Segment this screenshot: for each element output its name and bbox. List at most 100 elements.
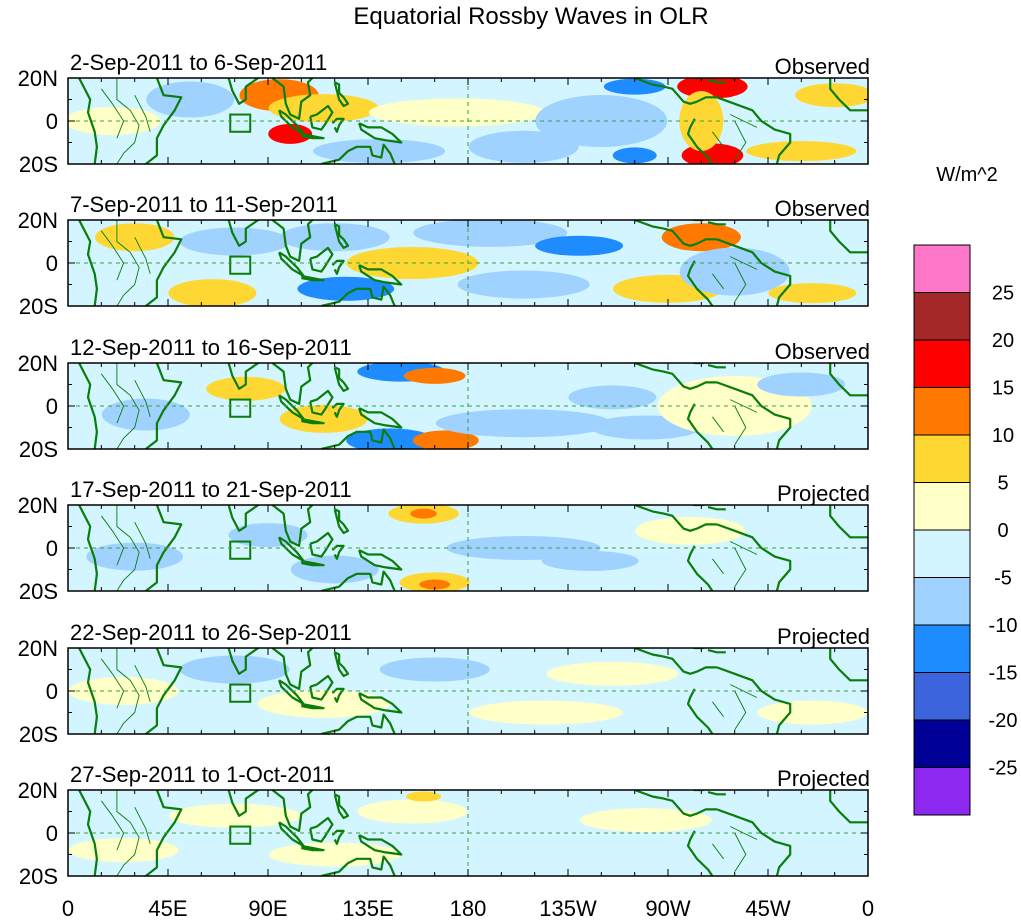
anomaly-contour (535, 95, 668, 147)
coastline (321, 713, 396, 734)
panel-status: Observed (775, 339, 870, 364)
coastline (321, 285, 396, 306)
latitude-label: 0 (46, 536, 58, 561)
anomaly-contour (468, 700, 623, 725)
colorbar-segment (913, 434, 971, 483)
colorbar-label: 15 (992, 378, 1014, 400)
coastline (301, 132, 325, 140)
coastline (333, 508, 350, 535)
country-border (100, 373, 125, 424)
latitude-label: 20S (19, 579, 58, 604)
coastline (321, 570, 396, 591)
coastline (716, 238, 792, 306)
coastline (707, 221, 726, 226)
colorbar-segment (913, 244, 971, 293)
anomaly-contour (168, 803, 301, 828)
anomaly-contour (679, 247, 790, 296)
coastline (686, 545, 714, 591)
latitude-label: 20N (18, 636, 58, 661)
coastline (309, 389, 334, 416)
colorbar-label: 10 (992, 425, 1014, 447)
coastline (271, 505, 314, 547)
colorbar-segment (913, 339, 971, 388)
coastline (333, 223, 350, 249)
coastline (358, 122, 403, 144)
coastline (358, 692, 403, 714)
anomaly-contour (795, 83, 868, 108)
colorbar-segment (913, 577, 971, 626)
country-border (734, 547, 747, 587)
colorbar-segment (913, 292, 971, 341)
colorbar-label: -5 (994, 568, 1012, 590)
coastline (78, 648, 98, 734)
coastline (634, 363, 717, 390)
latitude-label: 0 (46, 251, 58, 276)
anomaly-contour (403, 367, 466, 384)
latitude-label: 20N (18, 66, 58, 91)
coastline (321, 855, 396, 876)
reference-box (229, 683, 252, 703)
anomaly-contour (746, 141, 857, 162)
colorbar-label: 25 (992, 283, 1014, 305)
coastline (331, 687, 345, 703)
anomaly-contour (535, 235, 624, 256)
anomaly-contour (268, 842, 401, 867)
coastline (321, 143, 396, 164)
anomaly-contour (101, 398, 190, 431)
anomaly-contour (68, 107, 161, 135)
latitude-label: 0 (46, 109, 58, 134)
country-border (734, 120, 747, 160)
coastline (78, 78, 98, 164)
anomaly-contour (279, 404, 368, 433)
coastline (271, 220, 314, 262)
longitude-label: 135E (342, 896, 393, 921)
coastline (196, 78, 261, 105)
coastline (829, 78, 868, 112)
country-border (712, 843, 724, 860)
anomaly-contour (541, 550, 639, 571)
coastline (634, 648, 717, 675)
map-panel: 20N 0 20S 27-Sep-2011 to 1-Oct-2011 Projecte… (18, 762, 870, 889)
country-border (134, 236, 151, 274)
panel-status: Observed (775, 196, 870, 221)
coastline (301, 417, 325, 425)
coastline (309, 816, 334, 843)
anomaly-contour (757, 372, 846, 397)
reference-box (229, 540, 252, 560)
panel-status: Projected (777, 481, 870, 506)
coastline (145, 790, 183, 876)
anomaly-contour (379, 657, 490, 682)
map-panel: 20N 0 20S 22-Sep-2011 to 26-Sep-2011 Project… (18, 620, 870, 747)
longitude-label: 90W (645, 896, 690, 921)
coastline (196, 648, 261, 675)
figure-title: Equatorial Rossby Waves in OLR (353, 3, 708, 30)
reference-box (229, 113, 252, 133)
colorbar-segment (913, 482, 971, 531)
coastline (686, 688, 714, 734)
colorbar-segment (913, 387, 971, 436)
coastline (331, 829, 345, 845)
coastline (309, 531, 334, 558)
anomaly-contour (435, 409, 612, 438)
country-border (734, 832, 747, 872)
country-border (734, 405, 747, 445)
coastline (196, 220, 261, 247)
panel-status: Projected (777, 624, 870, 649)
anomaly-contour (357, 799, 468, 824)
coastline (309, 104, 334, 131)
coastline (686, 260, 714, 306)
latitude-label: 20S (19, 722, 58, 747)
coastline (358, 407, 403, 429)
colorbar-label: 0 (997, 520, 1008, 542)
anomaly-contour (168, 279, 257, 306)
coastline (358, 264, 403, 286)
latitude-label: 20N (18, 351, 58, 376)
country-border (100, 800, 125, 851)
country-border (116, 220, 140, 306)
anomaly-contour (446, 833, 623, 858)
coastline (145, 220, 183, 306)
colorbar-segment (913, 767, 971, 816)
reference-box (229, 825, 252, 845)
colorbar-segment (913, 624, 971, 673)
